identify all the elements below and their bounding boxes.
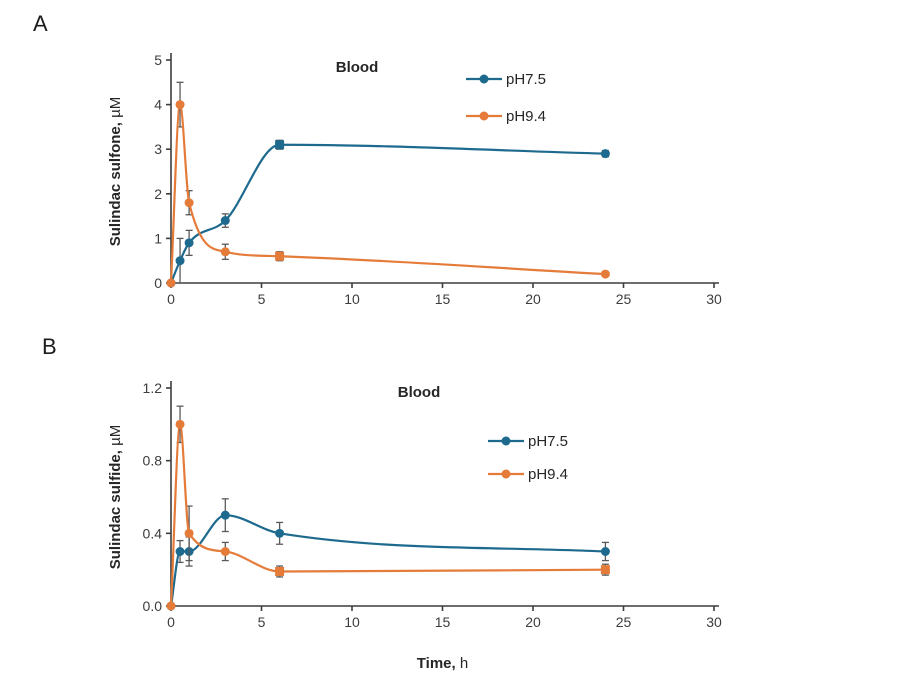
marker-circle-pH9.4 [600,269,610,279]
x-tick-label: 0 [167,291,175,307]
y-tick-label: 0.0 [143,598,163,614]
y-tick-label: 0.8 [143,453,163,469]
legend-swatch-marker-pH7.5 [479,74,489,84]
marker-circle-pH9.4 [175,419,185,429]
marker-circle-pH9.4 [166,601,176,611]
x-tick-label: 5 [258,291,266,307]
marker-square-pH7.5 [275,140,285,150]
y-axis-label: Sulindac sulfone, µM [107,97,124,247]
y-axis-label: Sulindac sulfide, µM [107,425,124,570]
y-tick-label: 0 [154,275,162,291]
marker-circle-pH7.5 [175,547,185,556]
legend-label-pH7.5: pH7.5 [506,71,546,88]
series-line-pH9.4 [169,423,607,608]
y-tick-label: 1 [154,230,162,246]
series-line-pH9.4 [169,103,607,285]
marker-circle-pH9.4 [166,278,176,288]
y-tick-label: 2 [154,186,162,202]
x-tick-label: 30 [706,291,722,307]
y-tick-label: 5 [154,52,162,68]
marker-circle-pH9.4 [184,198,194,208]
legend-swatch-marker-pH9.4 [501,469,511,479]
x-tick-label: 0 [167,614,175,630]
x-tick-label: 15 [435,614,451,630]
marker-circle-pH7.5 [275,528,285,538]
marker-circle-pH9.4 [220,547,230,556]
panel-a-label: A [33,11,48,36]
legend-label-pH9.4: pH9.4 [506,108,546,125]
panel-b-label: B [42,334,57,359]
marker-circle-pH7.5 [184,238,194,248]
series-line-pH7.5 [169,514,607,608]
y-tick-label: 0.4 [143,525,163,541]
x-tick-label: 5 [258,614,266,630]
legend-label-pH7.5: pH7.5 [528,433,568,450]
marker-circle-pH7.5 [220,510,230,520]
legend-swatch-marker-pH7.5 [501,436,511,446]
marker-circle-pH7.5 [600,149,610,159]
x-tick-label: 20 [525,614,541,630]
chart-a-sulindac-sulfone: 0 5 10 15 20 25 30 0 1 2 3 4 5 Blood Sulindac sulfone,… [107,52,722,307]
chart-title: Blood [398,384,441,401]
y-tick-label: 3 [154,141,162,157]
marker-circle-pH7.5 [175,256,185,266]
marker-square-pH9.4 [275,566,285,576]
x-tick-label: 20 [525,291,541,307]
chart-b-sulindac-sulfide: 0 5 10 15 20 25 30 0.0 0.4 0.8 1.2 Blood Sulindac su… [107,380,722,672]
marker-square-pH9.4 [275,251,285,261]
x-tick-label: 10 [344,291,360,307]
y-tick-label: 1.2 [143,380,163,396]
marker-square-pH9.4 [600,565,610,575]
marker-circle-pH7.5 [220,216,230,226]
x-tick-label: 25 [616,614,632,630]
marker-circle-pH7.5 [600,547,610,556]
x-tick-label: 30 [706,614,722,630]
y-tick-label: 4 [154,97,162,113]
x-axis-label: Time, h [417,655,468,672]
legend-swatch-marker-pH9.4 [479,111,489,121]
chart-title: Blood [336,59,379,76]
x-tick-label: 10 [344,614,360,630]
marker-circle-pH9.4 [175,100,185,110]
legend-label-pH9.4: pH9.4 [528,466,568,483]
marker-circle-pH9.4 [220,247,230,257]
x-tick-label: 25 [616,291,632,307]
x-tick-label: 15 [435,291,451,307]
marker-circle-pH9.4 [184,528,194,538]
